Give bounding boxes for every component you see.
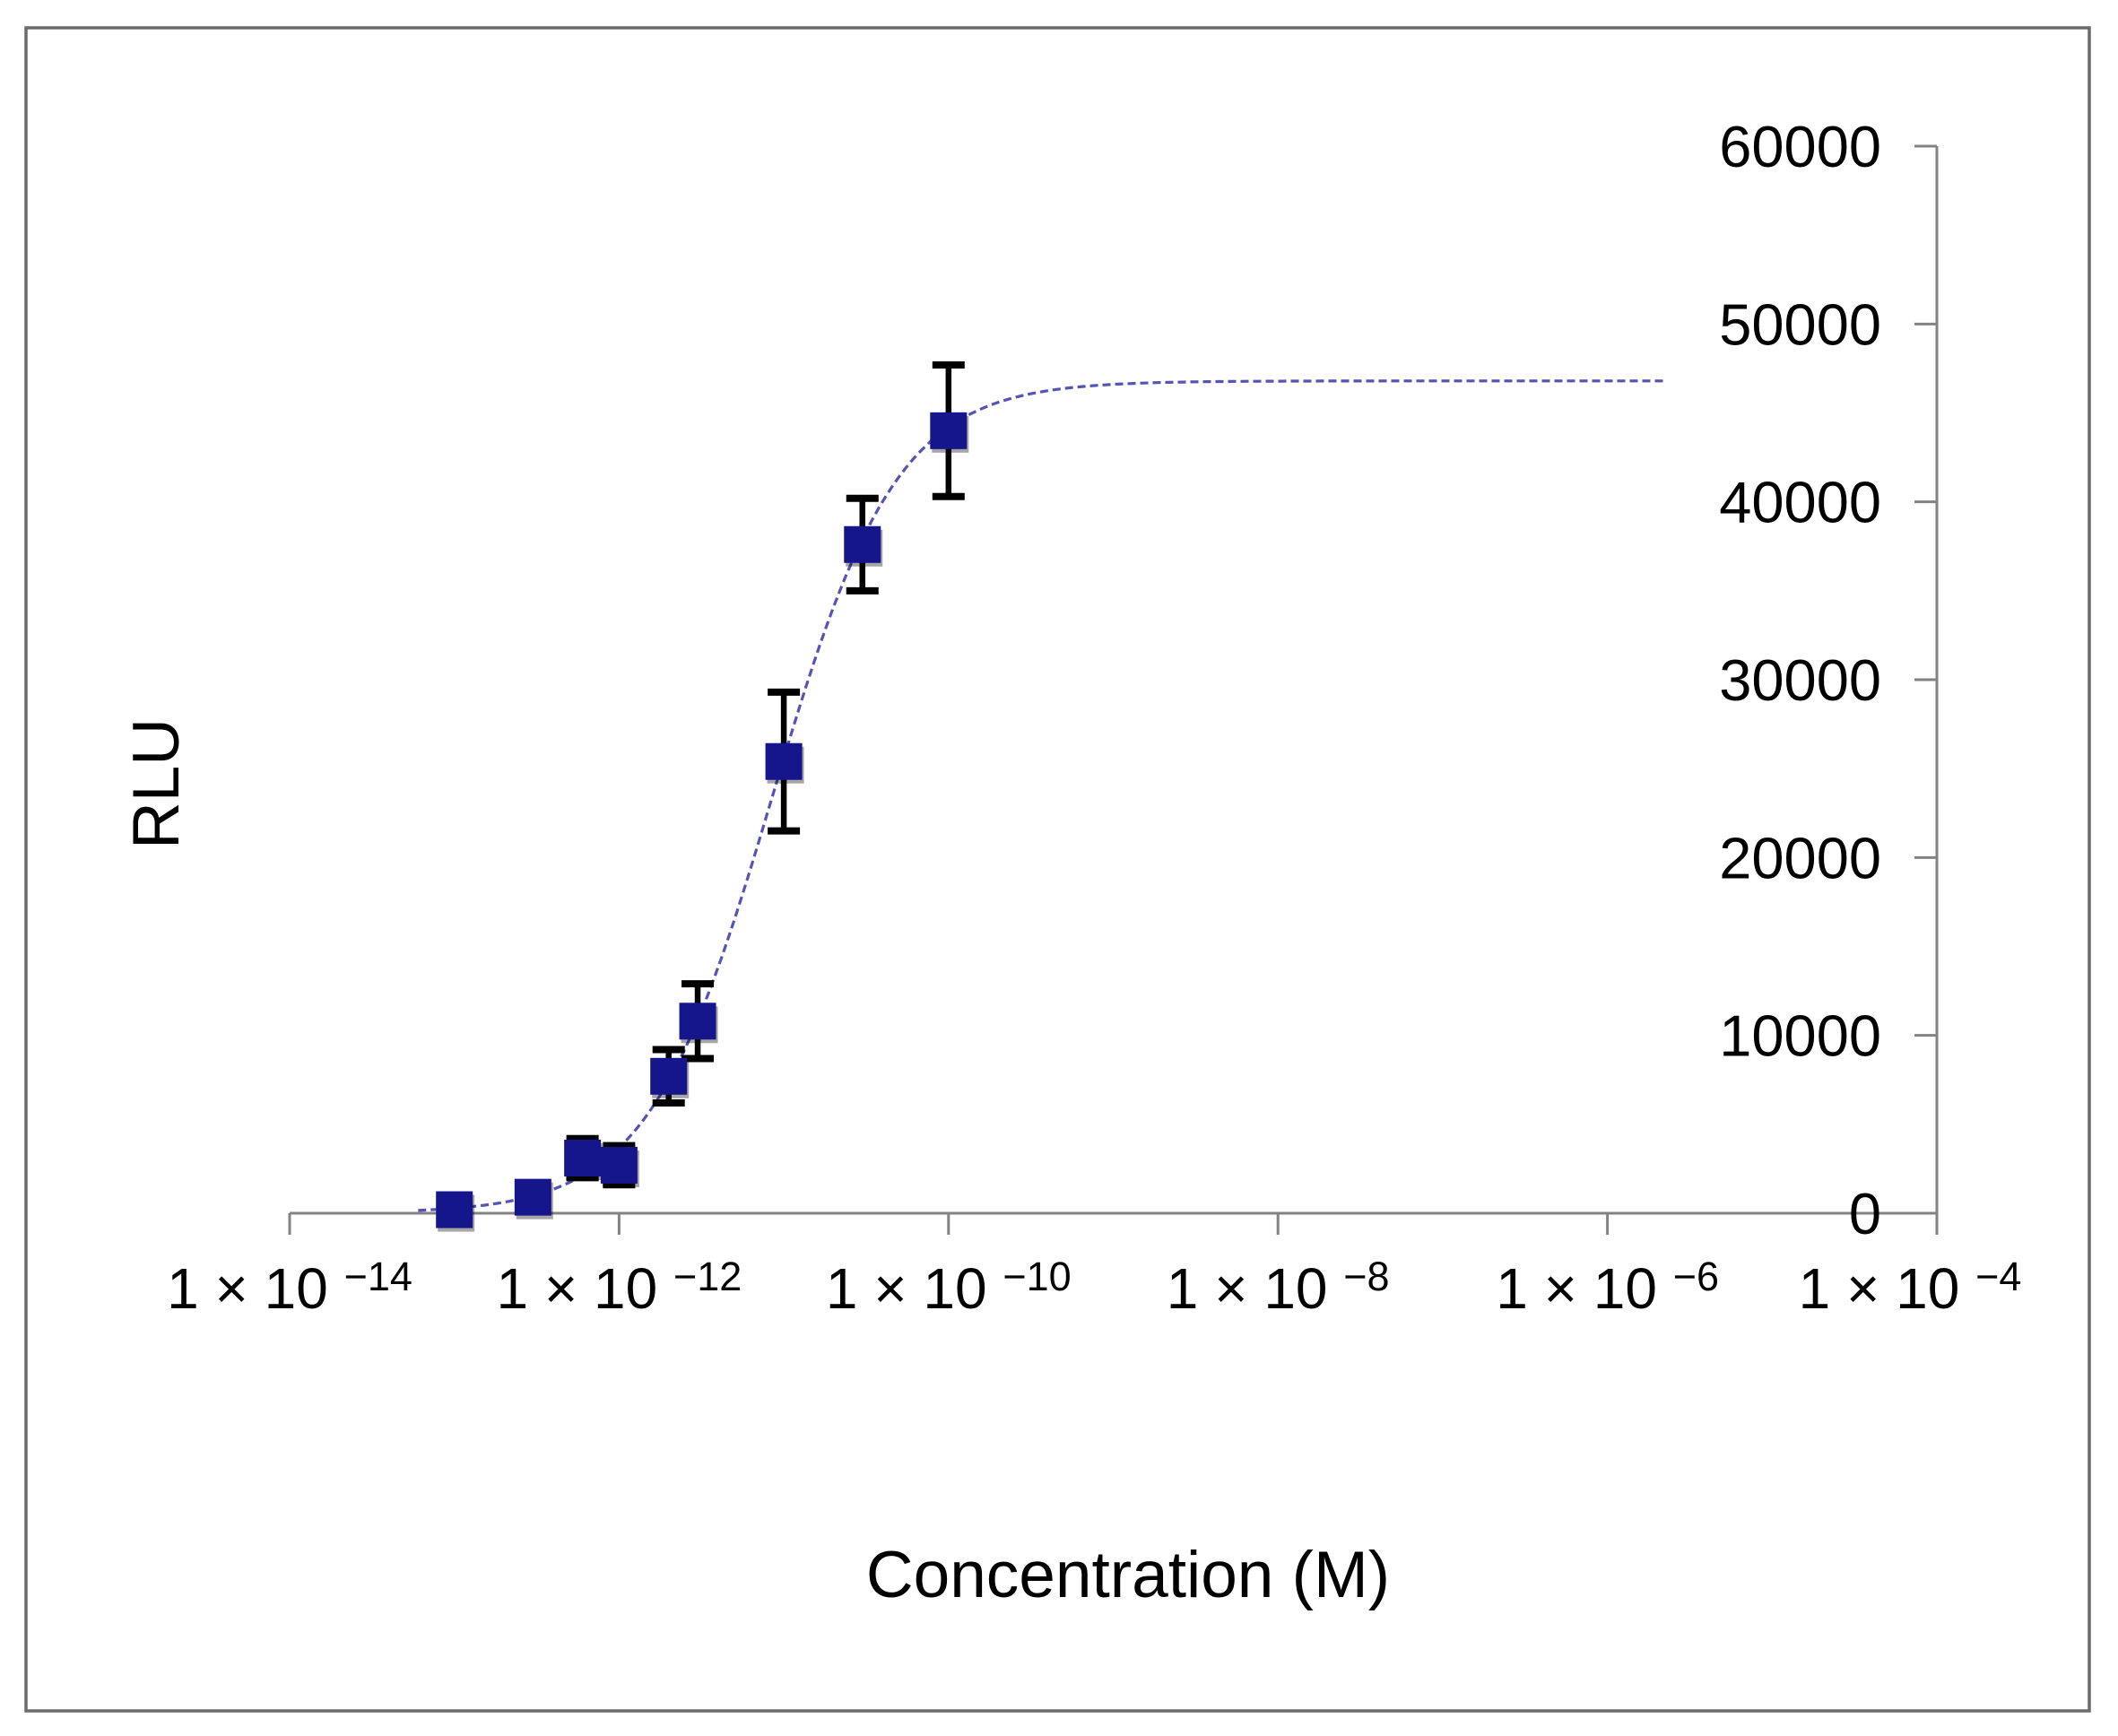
data-point-marker [930,412,968,449]
outer-frame [24,26,2091,1713]
y-tick-label: 60000 [1719,114,1881,179]
y-tick-label: 0 [1849,1181,1881,1246]
y-tick-label: 40000 [1719,470,1881,535]
y-axis-title: RLU [120,718,193,849]
y-tick-label: 10000 [1719,1003,1881,1069]
marker-layer [436,412,969,1232]
data-point-marker [844,525,881,563]
y-tick-label: 30000 [1719,647,1881,713]
data-point-marker [679,1003,716,1040]
x-tick-label: 1 × 10 −4 [1799,1254,2022,1321]
data-point-marker [765,742,803,780]
x-tick-label: 1 × 10 −10 [826,1254,1072,1321]
x-tick-label: 1 × 10 −12 [496,1254,742,1321]
x-tick-label: 1 × 10 −14 [167,1254,412,1321]
x-axis-title: Concentration (M) [866,1539,1390,1611]
y-tick-label: 20000 [1719,825,1881,890]
x-tick-label: 1 × 10 −8 [1167,1254,1390,1321]
fit-curve [418,379,1664,1212]
x-tick-label: 1 × 10 −6 [1496,1254,1719,1321]
data-point-marker [436,1191,473,1228]
tick-label-layer: 1 × 10 −14 1 × 10 −12 1 × 10 −10 1 × 10 −8 1… [167,114,2021,1321]
y-tick-label: 50000 [1719,291,1881,357]
data-point-marker [600,1146,638,1184]
fit-curve-layer [418,379,1664,1212]
data-point-marker [564,1140,602,1177]
data-point-marker [650,1057,688,1095]
axes-layer [288,144,1939,1235]
data-point-marker [514,1178,551,1216]
error-bar-layer [438,360,965,1222]
